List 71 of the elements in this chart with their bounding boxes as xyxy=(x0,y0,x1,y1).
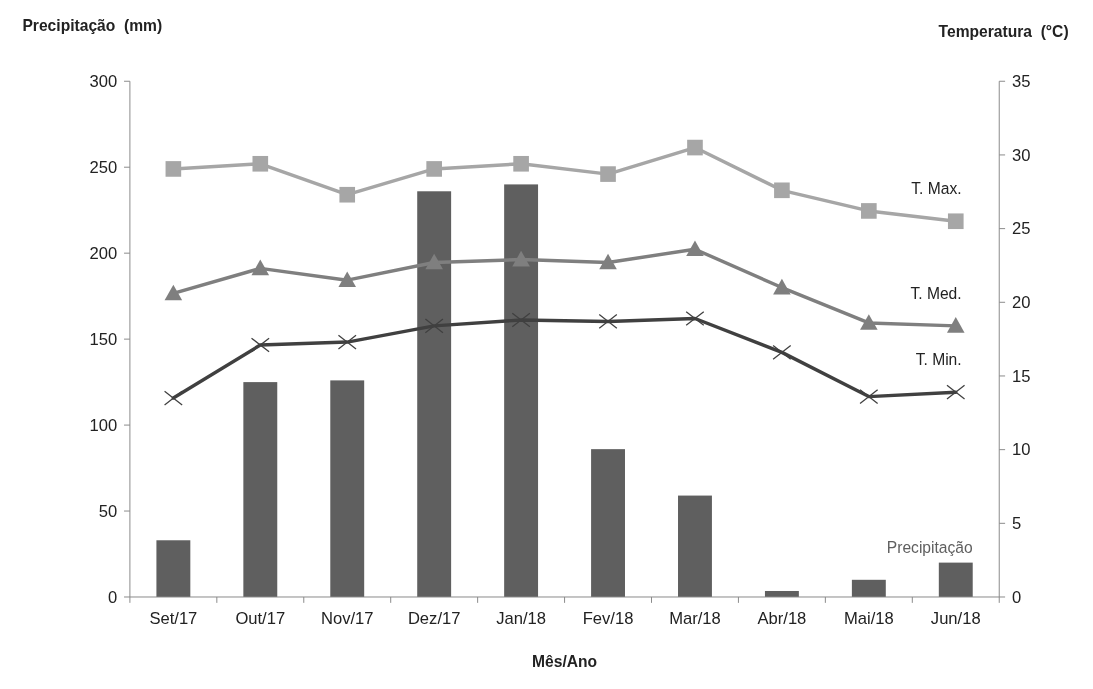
y2-axis-title: Temperatura (°C) xyxy=(938,23,1069,41)
y-tick-label: 250 xyxy=(89,158,118,178)
point xyxy=(163,390,183,406)
y2-tick-label: 25 xyxy=(1011,219,1031,239)
y-tick-label: 300 xyxy=(89,72,118,92)
y-tick-label: 0 xyxy=(107,587,118,607)
bar xyxy=(330,380,365,597)
point xyxy=(860,314,878,330)
point xyxy=(251,259,270,276)
x-tick-label: Jun/18 xyxy=(930,609,981,629)
bar xyxy=(156,540,191,597)
point xyxy=(424,318,444,334)
point xyxy=(600,166,616,182)
point xyxy=(426,161,442,177)
point xyxy=(250,337,270,353)
bar xyxy=(243,382,278,597)
y2-tick-label: 20 xyxy=(1011,293,1031,313)
y2-tick-label: 5 xyxy=(1011,514,1022,534)
point xyxy=(165,161,182,177)
x-tick-label: Out/17 xyxy=(235,609,286,629)
x-tick-label: Fev/18 xyxy=(582,609,634,629)
y-tick-label: 50 xyxy=(98,501,118,521)
bar xyxy=(678,495,712,597)
point xyxy=(774,182,790,199)
point xyxy=(338,271,357,288)
series-label: Precipitação xyxy=(886,538,974,556)
bar xyxy=(851,579,886,597)
point xyxy=(686,240,704,257)
bar xyxy=(504,184,539,597)
point xyxy=(861,203,877,219)
point xyxy=(946,317,965,333)
point xyxy=(859,389,879,405)
y2-tick-label: 30 xyxy=(1011,145,1031,165)
y-tick-label: 150 xyxy=(89,329,118,349)
y2-tick-label: 35 xyxy=(1011,72,1031,92)
point xyxy=(772,344,792,360)
point xyxy=(513,155,529,172)
bar xyxy=(591,449,625,597)
point xyxy=(252,155,269,172)
x-tick-label: Nov/17 xyxy=(320,609,374,629)
y-tick-label: 200 xyxy=(89,243,118,263)
y2-tick-label: 0 xyxy=(1011,587,1022,607)
x-tick-label: Abr/18 xyxy=(757,609,807,629)
x-tick-label: Set/17 xyxy=(149,609,198,629)
series-label: T. Min. xyxy=(915,350,962,368)
series-label: T. Med. xyxy=(910,284,962,302)
x-tick-label: Dez/17 xyxy=(407,609,461,629)
series-label: T. Max. xyxy=(911,179,962,197)
bar xyxy=(417,191,452,597)
point xyxy=(339,186,356,203)
point xyxy=(685,311,705,326)
point xyxy=(598,313,618,329)
y-axis-title: Precipitação (mm) xyxy=(22,17,163,35)
point xyxy=(947,213,964,230)
y2-tick-label: 15 xyxy=(1011,366,1031,386)
y2-tick-label: 10 xyxy=(1011,440,1031,460)
point xyxy=(687,139,703,156)
x-tick-label: Mai/18 xyxy=(843,609,894,629)
x-tick-label: Mar/18 xyxy=(669,609,721,629)
x-axis-title: Mês/Ano xyxy=(532,653,598,671)
point xyxy=(512,250,530,267)
point xyxy=(599,253,617,270)
x-tick-label: Jan/18 xyxy=(496,609,547,629)
point xyxy=(425,253,443,270)
point xyxy=(337,334,357,350)
bar xyxy=(938,562,973,597)
point xyxy=(511,312,531,328)
point xyxy=(946,384,966,400)
y-tick-label: 100 xyxy=(89,415,118,435)
point xyxy=(164,284,183,301)
point xyxy=(773,278,791,295)
